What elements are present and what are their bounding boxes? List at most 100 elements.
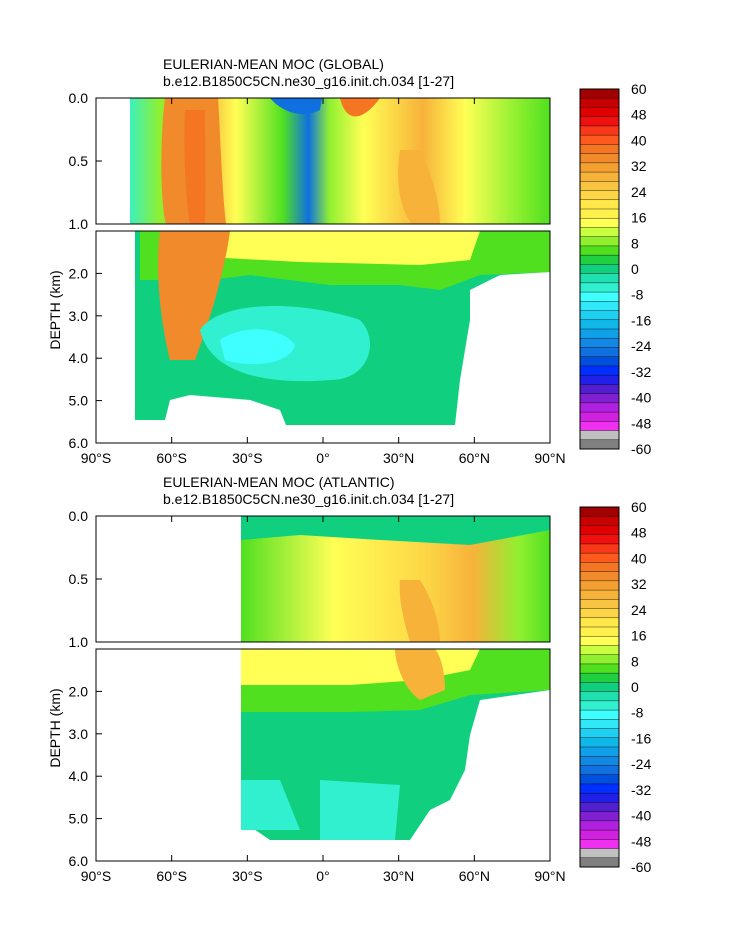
colorbar-swatch (580, 190, 619, 201)
colorbar-label: 16 (631, 628, 647, 644)
colorbar-swatch (580, 580, 619, 591)
colorbar-label: -16 (631, 730, 651, 746)
colorbar-swatch (580, 774, 619, 785)
colorbar-swatch (580, 636, 619, 646)
colorbar-swatch (580, 255, 619, 265)
colorbar-swatch (580, 245, 619, 256)
global-tropical-negative (270, 98, 322, 115)
colorbar-label: -40 (631, 390, 651, 406)
colorbar-swatch (580, 562, 619, 573)
colorbar-label: 8 (631, 653, 639, 669)
atlantic-axes: 90°S 60°S 30°S 0° 30°N 60°N 90°N 0.0 0.5 1.0 2.0 3.… (69, 508, 566, 884)
colorbar-swatch (580, 125, 619, 136)
colorbar-swatch (580, 857, 619, 868)
x-tick-label: 60°N (459, 868, 490, 884)
colorbar-swatch (580, 719, 619, 730)
y-tick-label: 6.0 (69, 435, 89, 451)
y-tick-label: 5.0 (69, 393, 89, 409)
colorbar-swatch (580, 227, 619, 238)
global-tropical-positive (325, 98, 380, 117)
atlantic-panel: EULERIAN-MEAN MOC (ATLANTIC) b.e12.B1850… (47, 474, 566, 884)
colorbar-swatch (580, 236, 619, 247)
colorbar-swatch (580, 430, 619, 441)
colorbar-swatch (580, 783, 619, 794)
colorbar-label: 32 (631, 158, 647, 174)
colorbar-swatch (580, 590, 619, 600)
colorbar-swatch (580, 144, 619, 155)
colorbar-label: 48 (631, 525, 647, 541)
colorbar-swatch (580, 199, 619, 210)
colorbar-swatch (580, 107, 619, 118)
colorbar-label: -60 (631, 859, 651, 875)
colorbar-label: -48 (631, 415, 651, 431)
colorbar-swatch (580, 421, 619, 432)
colorbar-swatch (580, 516, 619, 526)
colorbar-swatch (580, 765, 619, 776)
colorbar-swatch (580, 273, 619, 284)
colorbar-label: -48 (631, 833, 651, 849)
colorbar-swatch (580, 682, 619, 693)
atlantic-upper-plot (95, 515, 551, 643)
colorbar-swatch (580, 310, 619, 321)
colorbar-swatch (580, 737, 619, 748)
colorbar-swatch (580, 608, 619, 619)
y-tick-label: 0.0 (69, 508, 89, 524)
y-tick-label: 4.0 (69, 768, 89, 784)
colorbar-swatch (580, 673, 619, 683)
colorbar-swatch (580, 116, 619, 127)
global-title: EULERIAN-MEAN MOC (GLOBAL) (163, 56, 384, 72)
global-axes: 90°S 60°S 30°S 0° 30°N 60°N 90°N 0.0 0.5 1.0 2.0 3.… (69, 90, 566, 466)
colorbar-swatch (580, 412, 619, 422)
x-tick-label: 60°N (459, 450, 490, 466)
x-tick-label: 90°N (534, 868, 565, 884)
global-subtitle: b.e12.B1850C5CN.ne30_g16.init.ch.034 [1-… (163, 73, 454, 89)
global-upper-plot (95, 97, 551, 225)
y-tick-label: 3.0 (69, 726, 89, 742)
global-lower-plot (95, 230, 551, 444)
colorbar-swatch (580, 691, 619, 702)
colorbar-swatch (580, 654, 619, 665)
x-tick-label: 90°N (534, 450, 565, 466)
colorbar-swatch (580, 319, 619, 330)
colorbar-swatch (580, 820, 619, 831)
atlantic-deep-cell (320, 780, 400, 840)
atlantic-surface-band (241, 516, 550, 545)
colorbar-label: 16 (631, 210, 647, 226)
colorbar-swatch (580, 264, 619, 275)
colorbar-swatch (580, 338, 619, 348)
x-tick-label: 30°S (232, 450, 263, 466)
colorbar-swatch (580, 663, 619, 674)
colorbar-swatch (580, 135, 619, 145)
colorbar-swatch (580, 599, 619, 610)
colorbar-label: 8 (631, 235, 639, 251)
colorbar-label: -24 (631, 338, 651, 354)
colorbar-swatch (580, 525, 619, 536)
global-aabw-core (220, 329, 295, 365)
global-ylabel: DEPTH (km) (47, 270, 63, 349)
global-lower-yellow (220, 231, 480, 265)
colorbar-swatch (580, 282, 619, 293)
y-tick-label: 5.0 (69, 811, 89, 827)
colorbar-label: -32 (631, 364, 651, 380)
global-panel: EULERIAN-MEAN MOC (GLOBAL) b.e12.B1850C5… (47, 56, 566, 466)
colorbar-swatch (580, 329, 619, 339)
y-tick-label: 4.0 (69, 350, 89, 366)
colorbar-swatch (580, 756, 619, 766)
atlantic-north-mask (470, 730, 550, 861)
colorbar-label: -32 (631, 782, 651, 798)
colorbar-swatch (580, 218, 619, 228)
colorbar-swatch (580, 393, 619, 404)
x-tick-label: 30°N (383, 450, 414, 466)
colorbar-swatch (580, 172, 619, 182)
x-tick-label: 0° (316, 868, 329, 884)
colorbar-label: 24 (631, 602, 647, 618)
x-tick-label: 0° (316, 450, 329, 466)
x-tick-label: 60°S (156, 450, 187, 466)
colorbar-label: 40 (631, 550, 647, 566)
x-tick-label: 60°S (156, 868, 187, 884)
atlantic-nh-cell (399, 580, 440, 642)
colorbar-label: -16 (631, 312, 651, 328)
colorbar-swatch (580, 802, 619, 813)
colorbar-swatch (580, 153, 619, 164)
colorbar-swatch (580, 356, 619, 367)
